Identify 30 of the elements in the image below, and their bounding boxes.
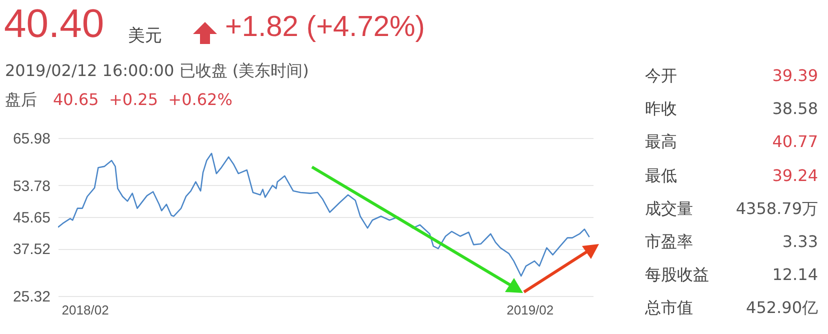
y-tick-label: 25.32 <box>12 288 50 306</box>
y-tick-label: 53.78 <box>12 178 50 195</box>
category-label: 市盈率 <box>645 232 693 253</box>
x-tick-label: 2019/02 <box>506 302 554 318</box>
text: 39.39 <box>772 66 818 85</box>
y-tick-label: 37.52 <box>12 241 50 258</box>
category-label: 最高 <box>645 132 677 154</box>
text: 452.90亿 <box>746 298 818 318</box>
text: 12.14 <box>772 265 818 284</box>
line-series <box>58 152 590 277</box>
y-tick-label: 45.65 <box>12 210 50 226</box>
text: 40.65 +0.25 +0.62% <box>53 90 232 109</box>
text: 3.33 <box>782 232 818 251</box>
y-tick-label: 65.98 <box>12 130 50 148</box>
category-label: 最低 <box>645 166 677 187</box>
text: 38.58 <box>772 99 818 118</box>
text: 39.24 <box>772 166 818 185</box>
category-label: 昨收 <box>645 99 677 120</box>
category-label: 今开 <box>645 66 677 87</box>
text: 40.77 <box>772 132 818 152</box>
category-label: 成交量 <box>645 198 693 220</box>
category-label: 每股收益 <box>645 265 709 286</box>
text: 2019/02/12 16:00:00 已收盘 (美东时间) <box>5 61 309 82</box>
text: 盘后 <box>5 90 37 111</box>
text: 40.40 <box>4 2 104 47</box>
text: 美元 <box>128 25 162 47</box>
category-label: 总市值 <box>645 298 693 320</box>
x-tick-label: 2018/02 <box>62 302 109 318</box>
text: +1.82 (+4.72%) <box>225 11 425 44</box>
text: 4358.79万 <box>736 198 818 218</box>
